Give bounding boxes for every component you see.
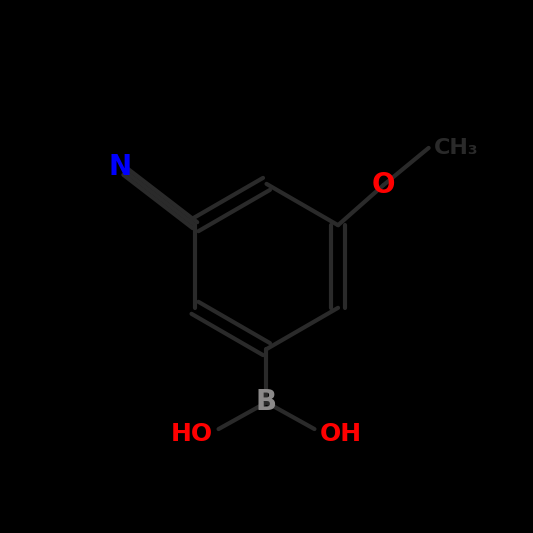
Text: N: N [109,152,132,181]
Text: OH: OH [320,422,362,447]
Text: B: B [256,389,277,416]
Text: HO: HO [171,422,213,447]
Text: O: O [372,171,395,199]
Text: CH₃: CH₃ [434,138,479,158]
